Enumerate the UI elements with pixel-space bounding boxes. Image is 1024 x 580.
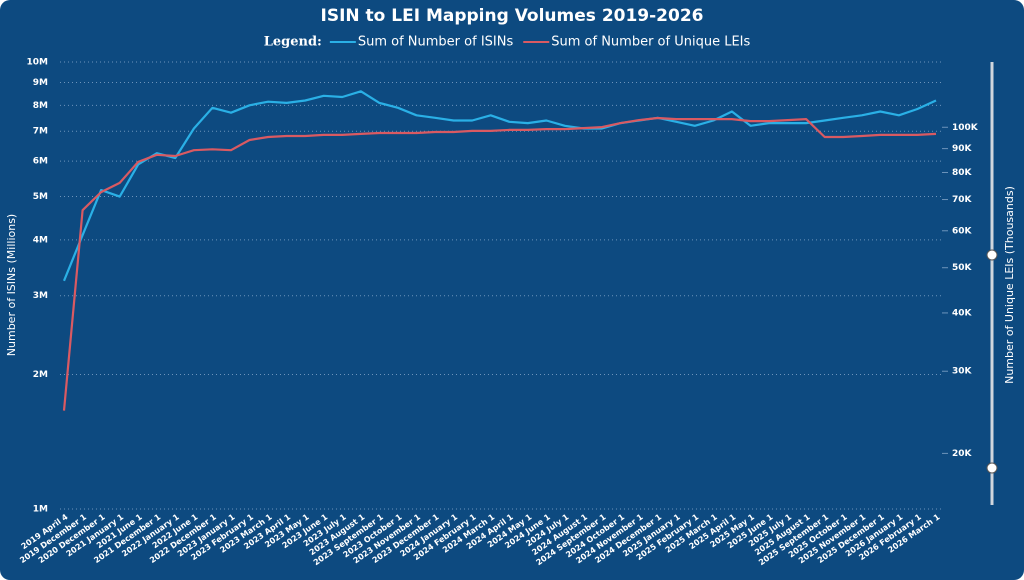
legend: Legend: Sum of Number of ISINs Sum of Numb… xyxy=(264,35,751,50)
y2-tick-label: 60K xyxy=(952,226,973,236)
slider-handle[interactable] xyxy=(986,462,998,474)
y-axis-title: Number of ISINs (Millions) xyxy=(5,214,18,356)
y2-tick-label: 70K xyxy=(952,195,973,205)
legend-title: Legend: xyxy=(264,35,322,50)
y-tick-label: 7M xyxy=(33,127,48,137)
y2-tick-label: 50K xyxy=(952,263,973,273)
slider-handle[interactable] xyxy=(986,249,998,261)
y2-axis-title: Number of Unique LEIs (Thousands) xyxy=(1003,186,1016,384)
y2-tick-label: 90K xyxy=(952,144,973,154)
y2-tick-label: 30K xyxy=(952,367,973,377)
y-tick-label: 4M xyxy=(33,235,48,245)
y-tick-label: 6M xyxy=(33,157,48,167)
y-tick-label: 5M xyxy=(33,192,48,202)
y-tick-label: 1M xyxy=(33,505,48,515)
y2-tick-label: 100K xyxy=(952,123,979,133)
y-tick-label: 2M xyxy=(33,370,48,380)
series-line xyxy=(62,90,937,282)
y2-tick-label: 40K xyxy=(952,308,973,318)
range-slider[interactable] xyxy=(986,62,998,505)
y-tick-label: 10M xyxy=(27,58,49,68)
y-tick-label: 8M xyxy=(33,101,48,111)
y-tick-label: 3M xyxy=(33,291,48,301)
y-tick-label: 9M xyxy=(33,78,48,88)
series-line xyxy=(62,116,937,411)
y2-tick-label: 20K xyxy=(952,449,973,459)
legend-label: Sum of Number of ISINs xyxy=(358,35,514,50)
chart-title: ISIN to LEI Mapping Volumes 2019-2026 xyxy=(321,6,704,26)
legend-label: Sum of Number of Unique LEIs xyxy=(551,35,750,50)
y2-tick-label: 80K xyxy=(952,168,973,178)
